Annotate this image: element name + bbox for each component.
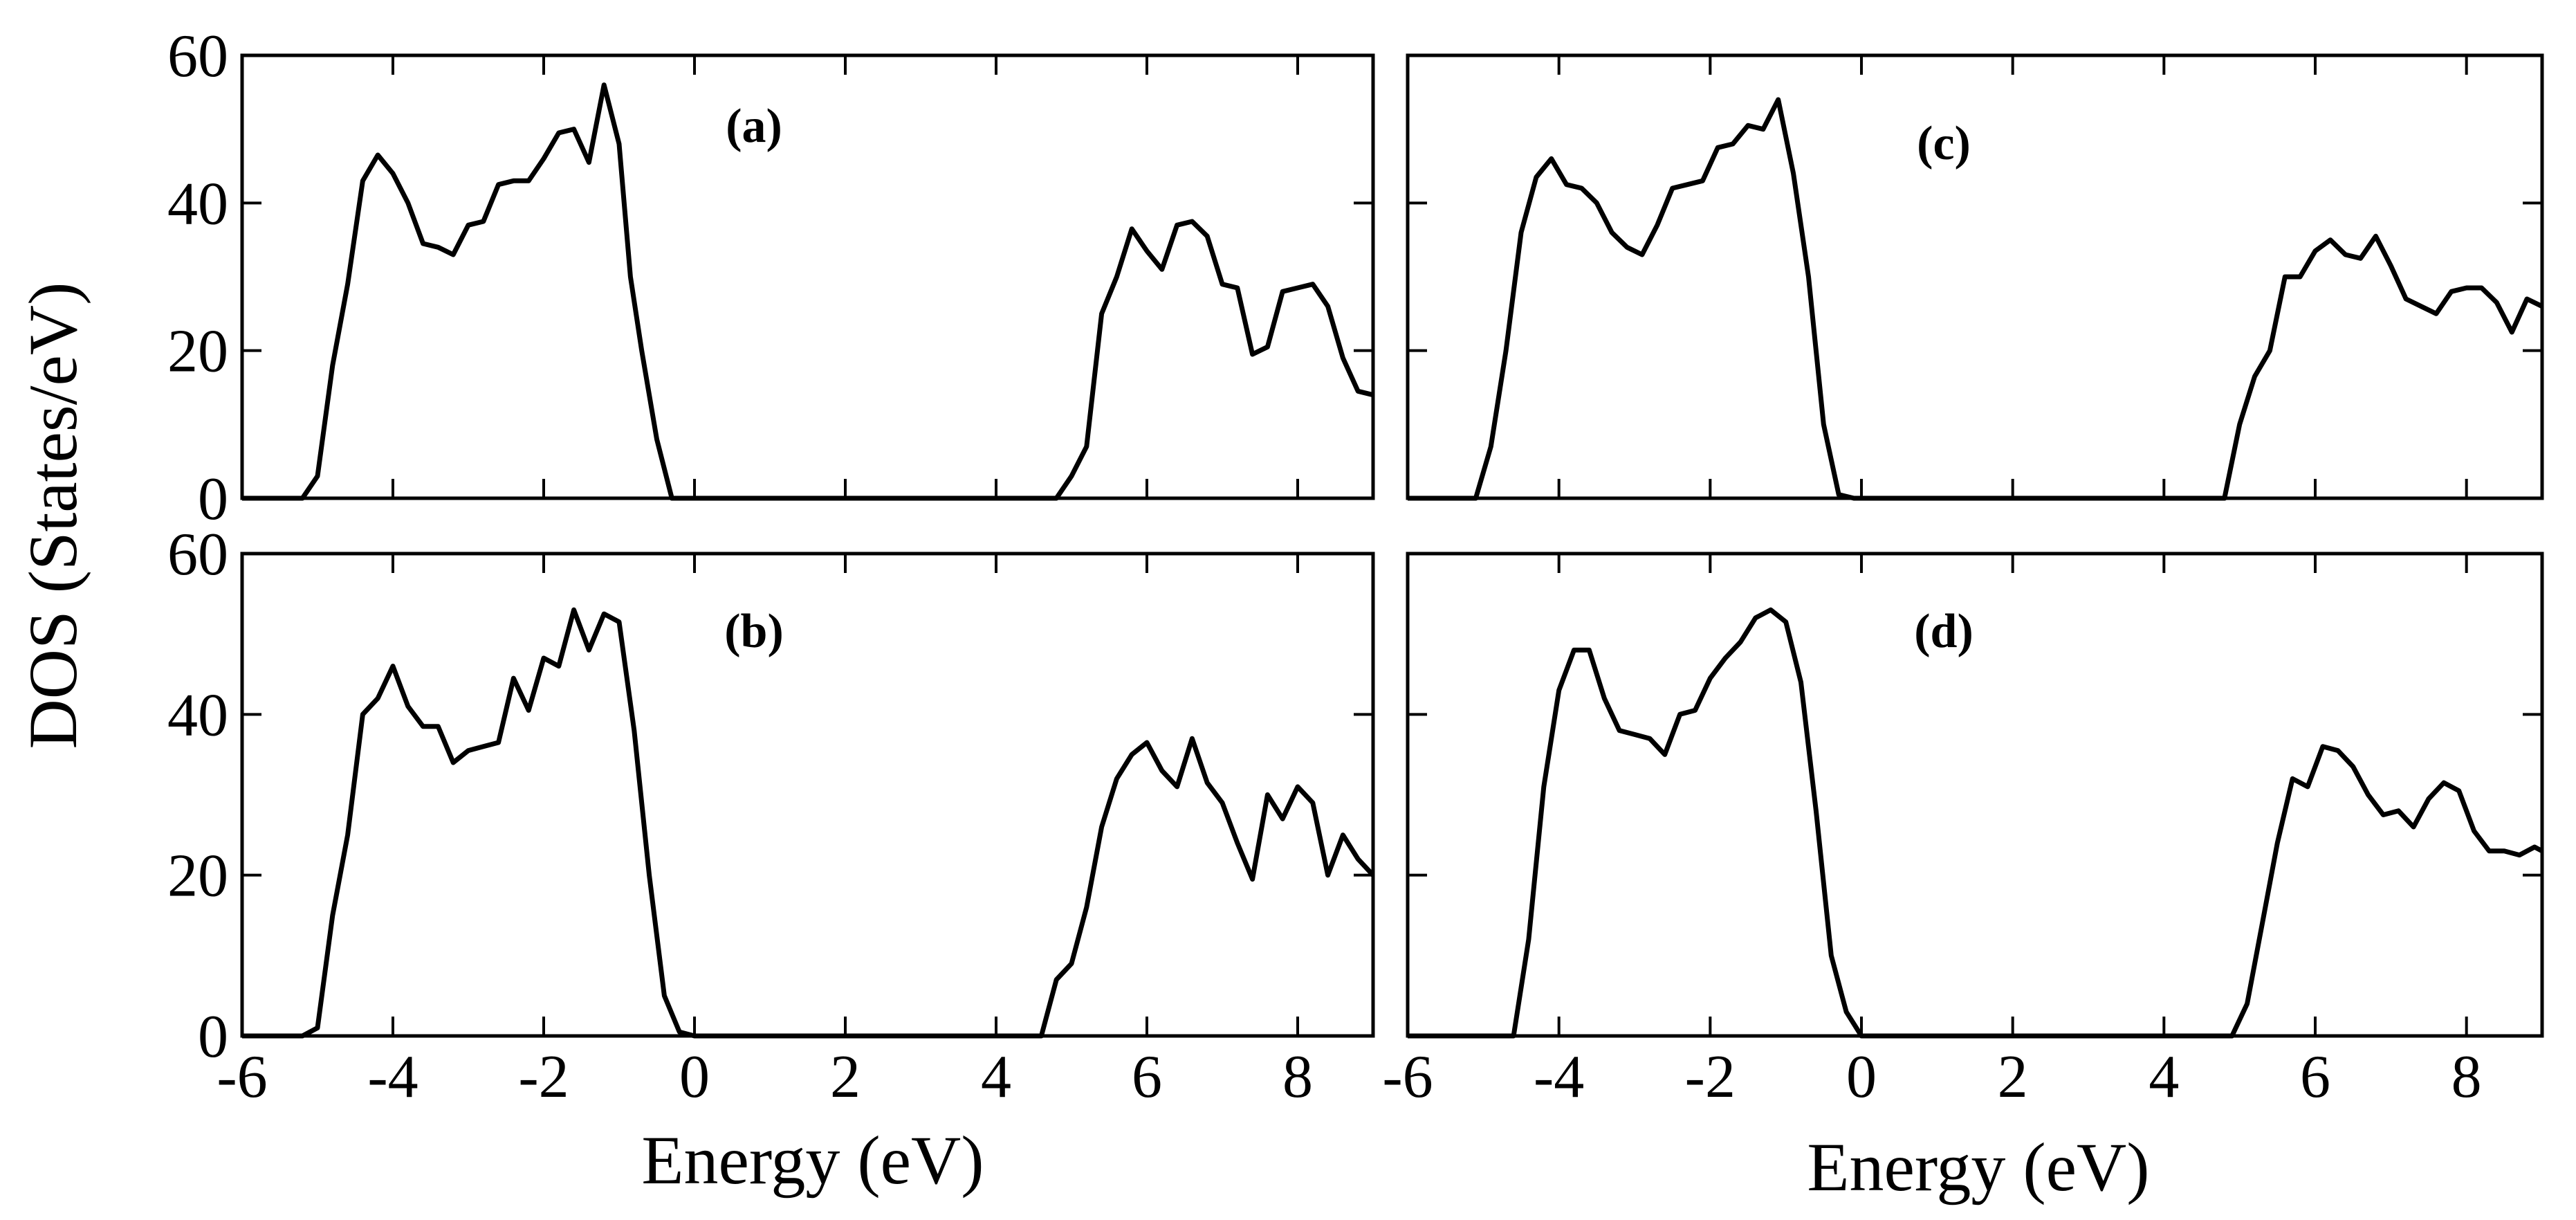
- dos-curve: [1408, 607, 2543, 1039]
- dos-curve: [1408, 97, 2543, 501]
- y-tick-label: 20: [167, 843, 228, 910]
- x-axis-title-left: Energy (eV): [641, 1122, 984, 1199]
- x-tick-label: 2: [1998, 1044, 2028, 1111]
- dos-curve: [242, 607, 1375, 1039]
- panel-label: (d): [1914, 605, 1974, 658]
- y-tick-label: 60: [167, 521, 228, 588]
- y-tick-label: 0: [198, 466, 228, 533]
- x-tick-label: 4: [981, 1044, 1011, 1111]
- x-tick-label: -2: [518, 1044, 569, 1111]
- x-tick-label: -4: [1534, 1044, 1584, 1111]
- y-tick-label: 0: [198, 1003, 228, 1071]
- x-tick-label: 0: [679, 1044, 710, 1111]
- x-tick-label: 4: [2149, 1044, 2179, 1111]
- panel-label: (a): [726, 100, 782, 153]
- panel-d: -6 -4 -2 0 2 4 6 8 (d): [1382, 552, 2544, 1111]
- x-tick-label: -2: [1685, 1044, 1736, 1111]
- x-tick-label: -6: [217, 1044, 267, 1111]
- x-tick-label: -4: [367, 1044, 418, 1111]
- x-tick-label: 0: [1846, 1044, 1877, 1111]
- dos-curve: [242, 82, 1374, 501]
- y-tick-label: 60: [167, 23, 228, 90]
- x-tick-label: 2: [830, 1044, 861, 1111]
- x-tick-label: 6: [2300, 1044, 2330, 1111]
- x-tick-label: -6: [1382, 1044, 1433, 1111]
- y-tick-label: 40: [167, 170, 228, 237]
- panel-c: (c): [1406, 53, 2544, 501]
- panel-b: -6 -4 -2 0 2 4 6 8 0 20 40 60 (b): [167, 521, 1375, 1111]
- panel-label: (b): [724, 605, 784, 658]
- panel-label: (c): [1917, 117, 1971, 170]
- x-tick-label: 6: [1132, 1044, 1162, 1111]
- x-axis-title-right: Energy (eV): [1807, 1129, 2149, 1205]
- x-tick-label: 8: [2451, 1044, 2482, 1111]
- panel-a: 0 20 40 60 (a): [167, 23, 1375, 533]
- y-tick-label: 20: [167, 318, 228, 385]
- y-tick-label: 40: [167, 682, 228, 749]
- y-axis-title: DOS (States/eV): [15, 282, 91, 749]
- x-tick-label: 8: [1282, 1044, 1313, 1111]
